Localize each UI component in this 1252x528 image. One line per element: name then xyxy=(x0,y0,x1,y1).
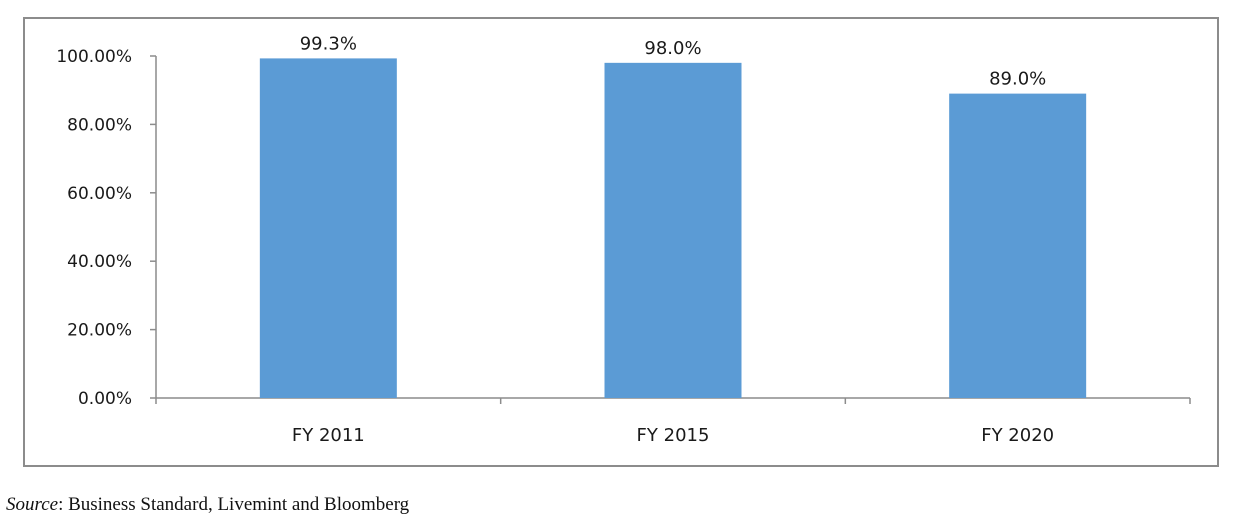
source-prefix: Source xyxy=(6,494,59,515)
x-category-label: FY 2011 xyxy=(292,425,365,446)
source-note: Source: Business Standard, Livemint and … xyxy=(6,494,409,516)
y-tick-label: 0.00% xyxy=(78,389,132,409)
bar xyxy=(259,58,397,398)
y-tick-label: 60.00% xyxy=(67,184,132,204)
bar-data-label: 99.3% xyxy=(300,33,357,54)
bar-data-label: 89.0% xyxy=(989,69,1046,90)
y-tick-label: 20.00% xyxy=(67,321,132,341)
y-tick-label: 40.00% xyxy=(67,252,132,272)
y-tick-label: 100.00% xyxy=(56,47,132,67)
bar-data-label: 98.0% xyxy=(644,38,701,59)
bar xyxy=(949,93,1087,399)
x-category-label: FY 2020 xyxy=(981,425,1054,446)
source-text: : Business Standard, Livemint and Bloomb… xyxy=(58,494,410,515)
y-tick-label: 80.00% xyxy=(67,115,132,135)
x-category-label: FY 2015 xyxy=(637,425,710,446)
bar xyxy=(604,62,742,399)
